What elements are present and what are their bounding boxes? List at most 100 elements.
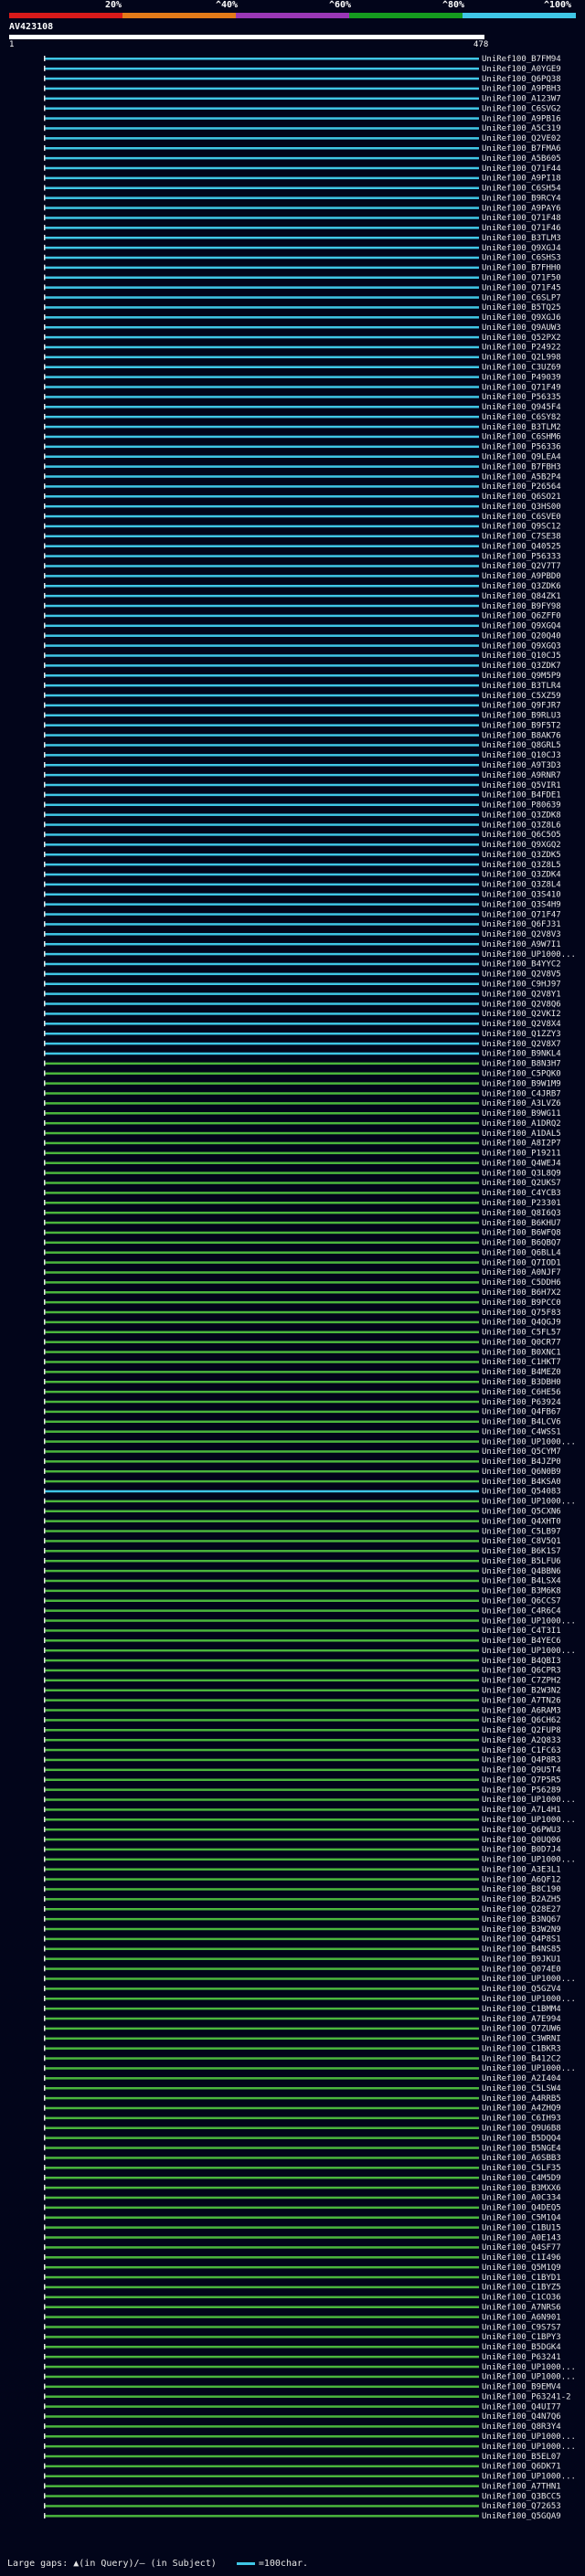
hit-label[interactable]: UniRef100_Q6N0B9: [482, 1468, 561, 1477]
hit-label[interactable]: UniRef100_Q4P8S1: [482, 1935, 561, 1945]
hit-label[interactable]: UniRef100_A3E3L1: [482, 1865, 561, 1874]
hit-bar[interactable]: [44, 2027, 479, 2030]
hit-bar[interactable]: [44, 1669, 479, 1672]
hit-label[interactable]: UniRef100_C7SE38: [482, 533, 561, 542]
hit-bar[interactable]: [44, 883, 479, 886]
hit-bar[interactable]: [44, 355, 479, 359]
hit-label[interactable]: UniRef100_C7ZPH2: [482, 1677, 561, 1686]
hit-label[interactable]: UniRef100_A9PI18: [482, 175, 561, 184]
hit-label[interactable]: UniRef100_A2Q833: [482, 1736, 561, 1745]
hit-bar[interactable]: [44, 1211, 479, 1214]
hit-bar[interactable]: [44, 1052, 479, 1055]
hit-label[interactable]: UniRef100_B412C2: [482, 2054, 561, 2063]
hit-bar[interactable]: [44, 535, 479, 538]
hit-bar[interactable]: [44, 2375, 479, 2379]
hit-bar[interactable]: [44, 1778, 479, 1781]
hit-label[interactable]: UniRef100_B4QBI3: [482, 1657, 561, 1666]
hit-bar[interactable]: [44, 1469, 479, 1473]
hit-bar[interactable]: [44, 783, 479, 787]
hit-label[interactable]: UniRef100_P63241-2: [482, 2392, 571, 2401]
hit-label[interactable]: UniRef100_Q5GQA9: [482, 2512, 561, 2521]
hit-bar[interactable]: [44, 1520, 479, 1522]
hit-label[interactable]: UniRef100_A8I2P7: [482, 1140, 561, 1149]
hit-bar[interactable]: [44, 217, 479, 219]
hit-bar[interactable]: [44, 455, 479, 458]
hit-label[interactable]: UniRef100_Q71F49: [482, 383, 561, 392]
hit-label[interactable]: UniRef100_Q3S410: [482, 891, 561, 900]
hit-bar[interactable]: [44, 614, 479, 618]
hit-bar[interactable]: [44, 1141, 479, 1145]
hit-label[interactable]: UniRef100_Q1ZZY3: [482, 1030, 561, 1039]
hit-label[interactable]: UniRef100_B8AK76: [482, 731, 561, 740]
hit-bar[interactable]: [44, 316, 479, 319]
hit-bar[interactable]: [44, 176, 479, 180]
hit-bar[interactable]: [44, 2395, 479, 2398]
hit-bar[interactable]: [44, 2147, 479, 2149]
hit-label[interactable]: UniRef100_Q2V8Q6: [482, 1000, 561, 1009]
hit-label[interactable]: UniRef100_Q8R3Y4: [482, 2422, 561, 2432]
hit-bar[interactable]: [44, 1251, 479, 1254]
hit-bar[interactable]: [44, 2096, 479, 2100]
hit-bar[interactable]: [44, 903, 479, 906]
hit-bar[interactable]: [44, 2216, 479, 2220]
hit-bar[interactable]: [44, 1202, 479, 1204]
hit-bar[interactable]: [44, 495, 479, 498]
hit-bar[interactable]: [44, 87, 479, 90]
hit-label[interactable]: UniRef100_C4YCB3: [482, 1189, 561, 1198]
hit-label[interactable]: UniRef100_C5LF35: [482, 2164, 561, 2173]
hit-label[interactable]: UniRef100_A3LVZ6: [482, 1099, 561, 1108]
hit-label[interactable]: UniRef100_Q6BLL4: [482, 1248, 561, 1257]
hit-label[interactable]: UniRef100_B3MXX6: [482, 2184, 561, 2193]
hit-label[interactable]: UniRef100_A7TN26: [482, 1696, 561, 1705]
hit-label[interactable]: UniRef100_Q2FUP8: [482, 1726, 561, 1735]
hit-bar[interactable]: [44, 913, 479, 916]
hit-bar[interactable]: [44, 585, 479, 588]
hit-bar[interactable]: [44, 813, 479, 816]
hit-bar[interactable]: [44, 1729, 479, 1732]
hit-label[interactable]: UniRef100_UP1000...: [482, 950, 576, 959]
hit-bar[interactable]: [44, 1937, 479, 1941]
hit-bar[interactable]: [44, 1679, 479, 1682]
hit-bar[interactable]: [44, 763, 479, 767]
hit-label[interactable]: UniRef100_Q074E0: [482, 1965, 561, 1974]
hit-label[interactable]: UniRef100_C5DDH6: [482, 1278, 561, 1288]
hit-bar[interactable]: [44, 2346, 479, 2348]
hit-bar[interactable]: [44, 1589, 479, 1593]
hit-bar[interactable]: [44, 1609, 479, 1612]
hit-label[interactable]: UniRef100_Q9LEA4: [482, 452, 561, 461]
hit-bar[interactable]: [44, 555, 479, 557]
hit-label[interactable]: UniRef100_B0D7J4: [482, 1846, 561, 1855]
hit-bar[interactable]: [44, 893, 479, 896]
hit-bar[interactable]: [44, 1808, 479, 1811]
hit-bar[interactable]: [44, 2275, 479, 2279]
hit-label[interactable]: UniRef100_A5B2P4: [482, 472, 561, 482]
hit-bar[interactable]: [44, 335, 479, 339]
hit-label[interactable]: UniRef100_Q9U6B8: [482, 2125, 561, 2134]
hit-label[interactable]: UniRef100_A6SBB3: [482, 2154, 561, 2163]
hit-label[interactable]: UniRef100_Q0CR77: [482, 1338, 561, 1347]
hit-label[interactable]: UniRef100_A7THN1: [482, 2482, 561, 2491]
hit-label[interactable]: UniRef100_P24922: [482, 344, 561, 353]
hit-label[interactable]: UniRef100_C3WRNI: [482, 2035, 561, 2044]
hit-bar[interactable]: [44, 58, 479, 60]
hit-label[interactable]: UniRef100_C6SH54: [482, 185, 561, 194]
hit-bar[interactable]: [44, 962, 479, 966]
hit-bar[interactable]: [44, 793, 479, 797]
hit-label[interactable]: UniRef100_Q6SO21: [482, 493, 561, 502]
hit-bar[interactable]: [44, 2186, 479, 2189]
hit-label[interactable]: UniRef100_C1BKR3: [482, 2044, 561, 2053]
hit-label[interactable]: UniRef100_Q40525: [482, 542, 561, 551]
hit-label[interactable]: UniRef100_Q3HS00: [482, 503, 561, 512]
hit-label[interactable]: UniRef100_Q10CJ5: [482, 652, 561, 661]
hit-label[interactable]: UniRef100_Q4XHT0: [482, 1517, 561, 1526]
hit-label[interactable]: UniRef100_C9HJ97: [482, 981, 561, 990]
hit-label[interactable]: UniRef100_Q71F50: [482, 274, 561, 283]
hit-label[interactable]: UniRef100_Q3BCC5: [482, 2492, 561, 2501]
hit-label[interactable]: UniRef100_B0XNC1: [482, 1348, 561, 1357]
hit-label[interactable]: UniRef100_A0C334: [482, 2194, 561, 2203]
hit-bar[interactable]: [44, 1082, 479, 1085]
hit-label[interactable]: UniRef100_B4JZP0: [482, 1458, 561, 1467]
hit-bar[interactable]: [44, 744, 479, 747]
hit-label[interactable]: UniRef100_C4M5D9: [482, 2174, 561, 2183]
hit-label[interactable]: UniRef100_B7FMA6: [482, 144, 561, 154]
